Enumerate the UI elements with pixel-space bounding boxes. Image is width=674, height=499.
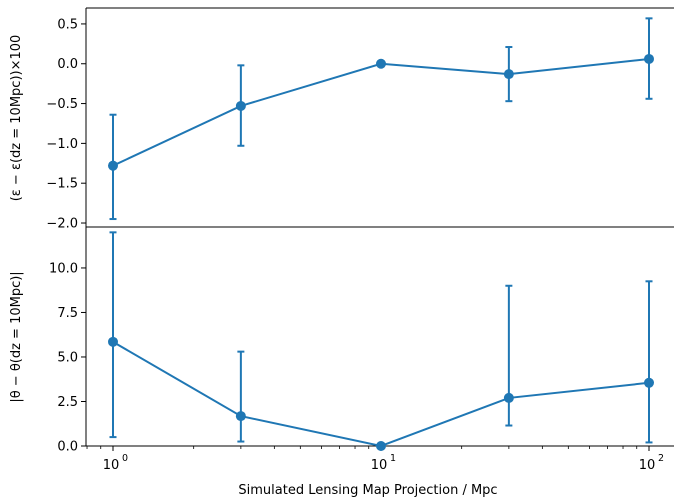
top-data-point [644,53,654,64]
bottom-y-axis-label: |θ − θ(dz = 10Mpc)| [9,271,24,402]
top-y-tick-label: −0.5 [46,97,78,112]
top-series [108,17,654,221]
bottom-data-point [644,377,654,388]
top-y-tick-label: 0.5 [57,17,78,32]
x-tick-label: 10 [103,458,120,473]
bottom-data-point [503,392,514,403]
top-y-tick-label: −2.0 [46,217,78,232]
top-panel: 0.5 0.0 −0.5 −1.0 −1.5 −2.0 (ε − ε(dz = 10Mpc… [9,7,674,232]
top-y-tick-label: −1.0 [46,137,78,152]
top-data-point [235,100,246,111]
bottom-y-tick-label: 10.0 [49,261,78,276]
bottom-y-tick-label: 7.5 [57,306,78,321]
bottom-series-line [112,340,650,448]
x-tick-exponent: 0 [122,453,128,464]
top-y-tick-label: −1.5 [46,177,78,192]
bottom-data-point [376,441,386,451]
bottom-series [108,231,654,451]
bottom-y-ticks: 0.0 2.5 5.0 7.5 10.0 [49,261,86,455]
top-data-point [503,69,514,80]
top-series-line [112,57,650,167]
bottom-data-point [235,411,246,422]
top-data-point [108,160,118,171]
x-tick-exponent: 2 [658,453,664,464]
bottom-y-tick-label: 2.5 [57,395,78,410]
bottom-y-tick-label: 0.0 [57,440,78,455]
bottom-data-point [108,336,118,347]
bottom-x-ticks: 10 0 10 1 10 2 [86,446,664,473]
bottom-y-tick-label: 5.0 [57,350,78,365]
x-tick-exponent: 1 [390,453,396,464]
x-tick-label: 10 [639,458,656,473]
x-axis-label: Simulated Lensing Map Projection / Mpc [238,483,497,498]
x-tick-label: 10 [371,458,388,473]
top-data-point [376,58,386,69]
bottom-panel: 0.02.55.07.510.0 10 0 10 1 10 2 |θ − θ(dz = 1… [9,227,674,498]
top-y-axis-label: (ε − ε(dz = 10Mpc))×100 [9,35,24,202]
top-y-ticks: 0.5 0.0 −0.5 −1.0 −1.5 −2.0 [46,17,86,232]
top-y-tick-label: 0.0 [57,57,78,72]
